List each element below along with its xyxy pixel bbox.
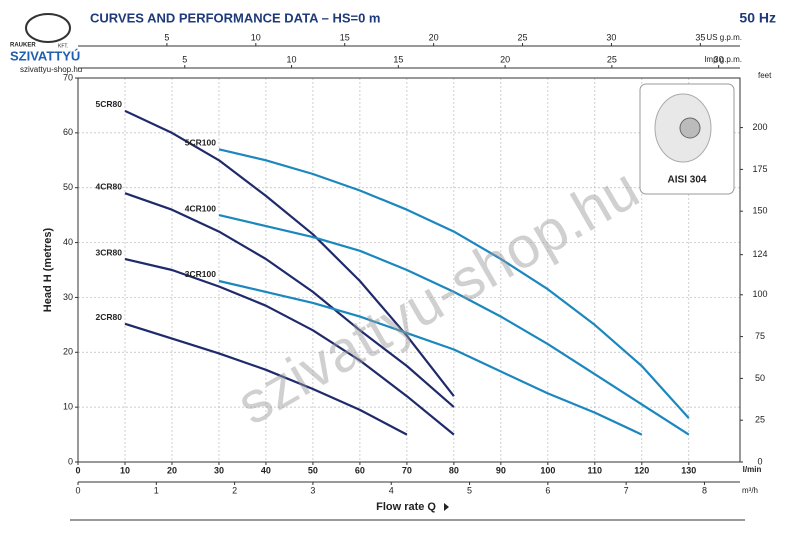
x-tick-label: 50 [308,465,318,475]
x-secondary-tick-label: 25 [518,32,528,42]
curve-label: 3CR100 [185,269,216,279]
x-secondary-axis-label: Imp g.p.m. [704,55,742,64]
y-tick-label: 10 [63,402,73,412]
curve [124,257,455,436]
logo-suffix: KFT. [58,43,68,49]
chart-title: CURVES AND PERFORMANCE DATA – HS=0 m [90,10,381,25]
x-secondary-tick-label: 2 [232,485,237,495]
y-tick-label: 30 [63,292,73,302]
x-secondary-tick-label: 10 [287,54,297,64]
x-secondary-tick-label: 6 [545,485,550,495]
impeller-hub [679,117,701,139]
arrow-icon [444,503,449,511]
curve [124,322,408,436]
x-secondary-tick-label: 4 [389,485,394,495]
x-tick-label: 60 [355,465,365,475]
x-secondary-tick-label: 15 [393,54,403,64]
y2-tick-label: 175 [752,164,767,174]
x-tick-label: 70 [402,465,412,475]
y2-tick-label: 200 [752,122,767,132]
x-secondary-axis-label: m³/h [742,486,758,495]
x-tick-label: 0 [75,465,80,475]
curve [124,192,455,408]
y-tick-label: 70 [63,72,73,82]
x-secondary-tick-label: 5 [182,54,187,64]
x-secondary-tick-label: 7 [624,485,629,495]
x-tick-label: 100 [540,465,555,475]
x-secondary-tick-label: 25 [607,54,617,64]
y2-tick-label: 75 [755,331,765,341]
x-secondary-tick-label: 30 [714,54,724,64]
curve [218,148,690,419]
inset-label: AISI 304 [668,175,707,186]
x-axis-title: Flow rate Q [376,501,436,513]
chart-subtitle: 50 Hz [739,10,776,26]
x-tick-label: 10 [120,465,130,475]
plot-frame [77,77,741,463]
curve [218,214,690,436]
y-axis-title: Head H (metres) [42,227,54,312]
x-tick-label: 30 [214,465,224,475]
plot-area: 0 10 20 30 40 50 60 70 80 90 100 110 120 130010203040… [63,32,768,495]
x-secondary-tick-label: 30 [606,32,616,42]
curve-label: 2CR80 [96,312,123,322]
logo: RAUKER SZIVATTYÚ KFT. szivattyu-shop.hu [10,13,82,74]
x-tick-label: 130 [681,465,696,475]
x-tick-label: 40 [261,465,271,475]
logo-icon [25,13,71,43]
x-secondary-tick-label: 8 [702,485,707,495]
x-secondary-tick-label: 5 [164,32,169,42]
curve-label: 3CR80 [96,247,123,257]
x-tick-label: 20 [167,465,177,475]
x-secondary-tick-label: 35 [695,32,705,42]
x-secondary-axis-label: US g.p.m. [706,33,742,42]
y2-tick-label: 0 [757,456,762,466]
y-tick-label: 60 [63,127,73,137]
x-secondary-tick-label: 1 [154,485,159,495]
curve-label: 5CR80 [96,99,123,109]
y2-tick-label: 50 [755,373,765,383]
x-tick-label: 90 [496,465,506,475]
x-axis-unit: l/min [743,465,762,474]
y2-tick-label: 150 [752,206,767,216]
x-secondary-tick-label: 0 [75,485,80,495]
x-tick-label: 110 [588,465,603,475]
y2-tick-label: 25 [755,415,765,425]
inset: AISI 304 [639,83,735,195]
x-secondary-tick-label: 20 [429,32,439,42]
x-secondary-tick-label: 20 [500,54,510,64]
logo-brand: SZIVATTYÚ [10,48,80,63]
x-secondary-tick-label: 3 [310,485,315,495]
curve-label: 5CR100 [185,138,216,148]
x-tick-label: 80 [449,465,459,475]
x-tick-label: 120 [634,465,649,475]
y2-tick-label: 100 [752,289,767,299]
y2-axis-title: feet [758,71,772,80]
curve-label: 4CR100 [185,203,216,213]
curve-label: 4CR80 [96,181,123,191]
y-tick-label: 40 [63,237,73,247]
logo-top: RAUKER [10,43,36,49]
logo-site: szivattyu-shop.hu [20,65,82,74]
y-tick-label: 50 [63,182,73,192]
curve [218,279,643,436]
x-secondary-tick-label: 15 [340,32,350,42]
y-tick-label: 20 [63,347,73,357]
y-tick-label: 0 [68,456,73,466]
curve [124,109,455,397]
x-secondary-tick-label: 5 [467,485,472,495]
x-secondary-tick-label: 10 [251,32,261,42]
y2-tick-label: 124 [752,249,767,259]
